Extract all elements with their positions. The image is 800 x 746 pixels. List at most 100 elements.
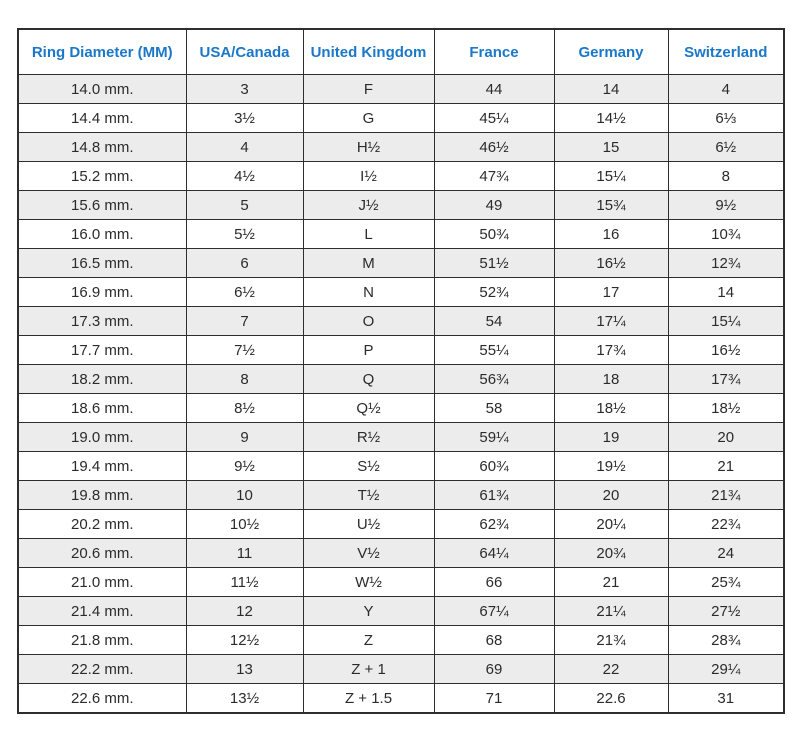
table-cell: 5½ — [185, 219, 304, 249]
table-row: 21.4 mm. 12 Y 67¼ 21¼ 27½ — [17, 596, 785, 626]
table-row: 14.0 mm. 3 F 44 14 4 — [17, 74, 785, 104]
table-row: 21.0 mm. 11½ W½ 66 21 25¾ — [17, 567, 785, 597]
table-cell: 19½ — [553, 451, 669, 481]
table-cell: 16.9 mm. — [17, 277, 187, 307]
table-cell: 18½ — [667, 393, 785, 423]
table-cell: 16½ — [553, 248, 669, 278]
table-row: 19.4 mm. 9½ S½ 60¾ 19½ 21 — [17, 451, 785, 481]
table-cell: 16.0 mm. — [17, 219, 187, 249]
table-cell: 10½ — [185, 509, 304, 539]
table-cell: 31 — [667, 683, 785, 714]
table-cell: 71 — [433, 683, 555, 714]
table-cell: 21 — [667, 451, 785, 481]
table-cell: 7½ — [185, 335, 304, 365]
table-cell: 55¼ — [433, 335, 555, 365]
table-cell: Q — [302, 364, 435, 394]
table-cell: 61¾ — [433, 480, 555, 510]
table-cell: 58 — [433, 393, 555, 423]
table-cell: 69 — [433, 654, 555, 684]
table-cell: 17 — [553, 277, 669, 307]
table-cell: 14 — [667, 277, 785, 307]
table-cell: 10 — [185, 480, 304, 510]
table-cell: 60¾ — [433, 451, 555, 481]
table-cell: Z + 1 — [302, 654, 435, 684]
table-cell: 16.5 mm. — [17, 248, 187, 278]
table-cell: P — [302, 335, 435, 365]
table-cell: 45¼ — [433, 103, 555, 133]
table-cell: O — [302, 306, 435, 336]
table-cell: 46½ — [433, 132, 555, 162]
table-cell: S½ — [302, 451, 435, 481]
table-cell: 49 — [433, 190, 555, 220]
table-cell: 15¾ — [553, 190, 669, 220]
table-cell: 11 — [185, 538, 304, 568]
ring-size-conversion-table: Ring Diameter (MM) USA/Canada United Kin… — [17, 28, 785, 714]
table-row: 22.2 mm. 13 Z + 1 69 22 29¼ — [17, 654, 785, 684]
table-cell: 21.4 mm. — [17, 596, 187, 626]
column-header-united-kingdom: United Kingdom — [302, 28, 435, 75]
table-cell: 67¼ — [433, 596, 555, 626]
table-row: 15.2 mm. 4½ I½ 47¾ 15¼ 8 — [17, 161, 785, 191]
column-header-germany: Germany — [553, 28, 669, 75]
table-cell: 4 — [667, 74, 785, 104]
table-row: 16.0 mm. 5½ L 50¾ 16 10¾ — [17, 219, 785, 249]
table-cell: 15¼ — [667, 306, 785, 336]
table-cell: 14.0 mm. — [17, 74, 187, 104]
table-cell: 50¾ — [433, 219, 555, 249]
table-cell: 16 — [553, 219, 669, 249]
table-cell: 22.6 mm. — [17, 683, 187, 714]
table-cell: V½ — [302, 538, 435, 568]
table-cell: 6½ — [185, 277, 304, 307]
table-cell: 18.2 mm. — [17, 364, 187, 394]
table-cell: 21 — [553, 567, 669, 597]
table-cell: 14.8 mm. — [17, 132, 187, 162]
table-body: 14.0 mm. 3 F 44 14 4 14.4 mm. 3½ G 45¼ 14½ 6⅓ 14.8 m… — [17, 74, 785, 714]
table-cell: 22.6 — [553, 683, 669, 714]
table-cell: 19.4 mm. — [17, 451, 187, 481]
table-cell: 12 — [185, 596, 304, 626]
table-cell: Q½ — [302, 393, 435, 423]
column-header-ring-diameter: Ring Diameter (MM) — [17, 28, 187, 75]
table-cell: 21.8 mm. — [17, 625, 187, 655]
table-cell: F — [302, 74, 435, 104]
table-row: 14.8 mm. 4 H½ 46½ 15 6½ — [17, 132, 785, 162]
table-cell: 54 — [433, 306, 555, 336]
table-cell: 19.0 mm. — [17, 422, 187, 452]
table-cell: 11½ — [185, 567, 304, 597]
table-cell: 3½ — [185, 103, 304, 133]
table-cell: Y — [302, 596, 435, 626]
table-cell: 4½ — [185, 161, 304, 191]
table-cell: W½ — [302, 567, 435, 597]
table-cell: J½ — [302, 190, 435, 220]
table-cell: 22¾ — [667, 509, 785, 539]
table-cell: 7 — [185, 306, 304, 336]
table-row: 19.8 mm. 10 T½ 61¾ 20 21¾ — [17, 480, 785, 510]
table-cell: U½ — [302, 509, 435, 539]
table-cell: 12½ — [185, 625, 304, 655]
table-cell: 17.3 mm. — [17, 306, 187, 336]
table-cell: 62¾ — [433, 509, 555, 539]
table-cell: 17.7 mm. — [17, 335, 187, 365]
table-cell: 14½ — [553, 103, 669, 133]
table-cell: 51½ — [433, 248, 555, 278]
table-cell: 20¾ — [553, 538, 669, 568]
table-cell: 22 — [553, 654, 669, 684]
table-cell: 27½ — [667, 596, 785, 626]
table-cell: 20 — [667, 422, 785, 452]
table-cell: 15.2 mm. — [17, 161, 187, 191]
table-cell: 6 — [185, 248, 304, 278]
table-cell: 8 — [185, 364, 304, 394]
table-cell: 6½ — [667, 132, 785, 162]
table-cell: 47¾ — [433, 161, 555, 191]
table-cell: T½ — [302, 480, 435, 510]
table-cell: 18 — [553, 364, 669, 394]
table-cell: 9 — [185, 422, 304, 452]
table-cell: 9½ — [667, 190, 785, 220]
table-row: 17.3 mm. 7 O 54 17¼ 15¼ — [17, 306, 785, 336]
table-cell: 9½ — [185, 451, 304, 481]
table-cell: 6⅓ — [667, 103, 785, 133]
table-cell: 8½ — [185, 393, 304, 423]
table-row: 21.8 mm. 12½ Z 68 21¾ 28¾ — [17, 625, 785, 655]
table-row: 14.4 mm. 3½ G 45¼ 14½ 6⅓ — [17, 103, 785, 133]
table-cell: I½ — [302, 161, 435, 191]
